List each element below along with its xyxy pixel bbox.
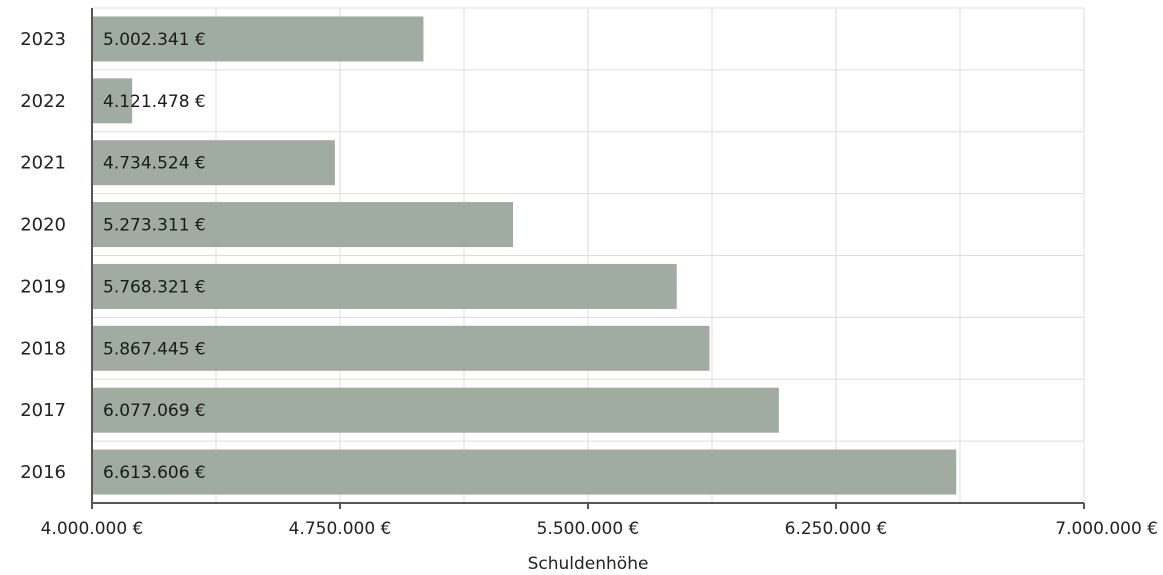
bar-data-label: 5.768.321 € [103, 277, 206, 297]
category-label: 2019 [20, 276, 66, 297]
axes [91, 8, 1085, 509]
bar-2021 [92, 140, 335, 186]
bar-data-label: 6.077.069 € [103, 401, 206, 421]
bar-2017 [92, 387, 779, 433]
bar-data-label: 4.121.478 € [103, 92, 206, 112]
bar-2020 [92, 202, 514, 248]
category-label: 2022 [20, 91, 66, 112]
category-label: 2023 [20, 29, 66, 50]
bars [92, 16, 957, 495]
bar-data-label: 5.273.311 € [103, 216, 206, 236]
category-label: 2020 [20, 215, 66, 236]
labels: 2023 5.002.341 € 2022 4.121.478 € 2021 4.734.… [20, 29, 1158, 539]
bar-data-label: 6.613.606 € [103, 463, 206, 483]
x-tick-label: 4.000.000 € [41, 519, 144, 539]
bar-2022 [92, 78, 133, 124]
bar-2018 [92, 325, 710, 371]
x-tick-label: 7.000.000 € [1055, 519, 1158, 539]
bar-data-label: 5.867.445 € [103, 339, 206, 359]
category-label: 2016 [20, 462, 66, 483]
bar-2016 [92, 449, 957, 495]
x-tick-label: 5.500.000 € [537, 519, 640, 539]
x-tick-label: 6.250.000 € [785, 519, 888, 539]
x-tick-label: 4.750.000 € [289, 519, 392, 539]
x-axis-title: Schuldenhöhe [528, 554, 649, 574]
bar-2023 [92, 16, 424, 62]
category-label: 2021 [20, 153, 66, 174]
bar-data-label: 5.002.341 € [103, 30, 206, 50]
bar-data-label: 4.734.524 € [103, 154, 206, 174]
bar-2019 [92, 263, 677, 309]
category-label: 2017 [20, 400, 66, 421]
category-label: 2018 [20, 338, 66, 359]
